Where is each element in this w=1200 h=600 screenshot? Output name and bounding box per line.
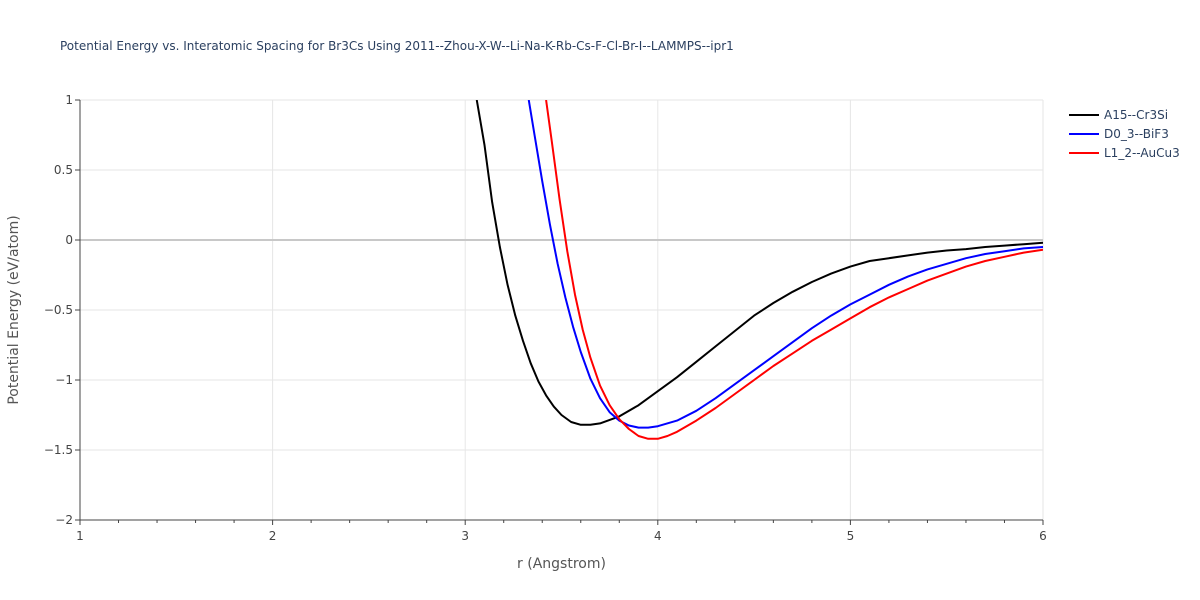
legend-label: A15--Cr3Si xyxy=(1104,108,1168,122)
y-tick-label: 1 xyxy=(65,93,73,107)
series-line-2[interactable] xyxy=(545,100,1043,440)
legend-label: L1_2--AuCu3 xyxy=(1104,146,1180,160)
y-tick-label: −1.5 xyxy=(44,443,73,457)
y-tick-label: 0 xyxy=(65,233,73,247)
x-tick-label: 4 xyxy=(654,529,662,543)
y-tick-label: −1 xyxy=(55,373,73,387)
series-line-0[interactable] xyxy=(475,100,1043,426)
legend-item-2[interactable]: L1_2--AuCu3 xyxy=(1069,146,1180,160)
x-tick-label: 2 xyxy=(269,529,277,543)
series-line-1[interactable] xyxy=(527,100,1043,429)
x-axis-ticks: 1 2 3 4 5 6 xyxy=(76,520,1047,543)
y-tick-label: 0.5 xyxy=(54,163,73,177)
x-tick-label: 6 xyxy=(1039,529,1047,543)
legend-item-1[interactable]: D0_3--BiF3 xyxy=(1069,127,1169,141)
y-tick-label: −2 xyxy=(55,513,73,527)
y-axis-title: Potential Energy (eV/atom) xyxy=(6,215,22,404)
x-tick-label: 1 xyxy=(76,529,84,543)
chart-title: Potential Energy vs. Interatomic Spacing… xyxy=(60,39,734,53)
y-axis-ticks: −2 −1.5 −1 −0.5 0 0.5 1 xyxy=(44,93,80,527)
legend-label: D0_3--BiF3 xyxy=(1104,127,1169,141)
grid xyxy=(79,99,1044,521)
x-tick-label: 3 xyxy=(461,529,469,543)
x-tick-label: 5 xyxy=(847,529,855,543)
x-axis-title: r (Angstrom) xyxy=(517,556,606,572)
plot-area xyxy=(475,100,1043,440)
legend-item-0[interactable]: A15--Cr3Si xyxy=(1069,108,1168,122)
legend[interactable]: A15--Cr3Si D0_3--BiF3 L1_2--AuCu3 xyxy=(1069,108,1180,160)
y-tick-label: −0.5 xyxy=(44,303,73,317)
